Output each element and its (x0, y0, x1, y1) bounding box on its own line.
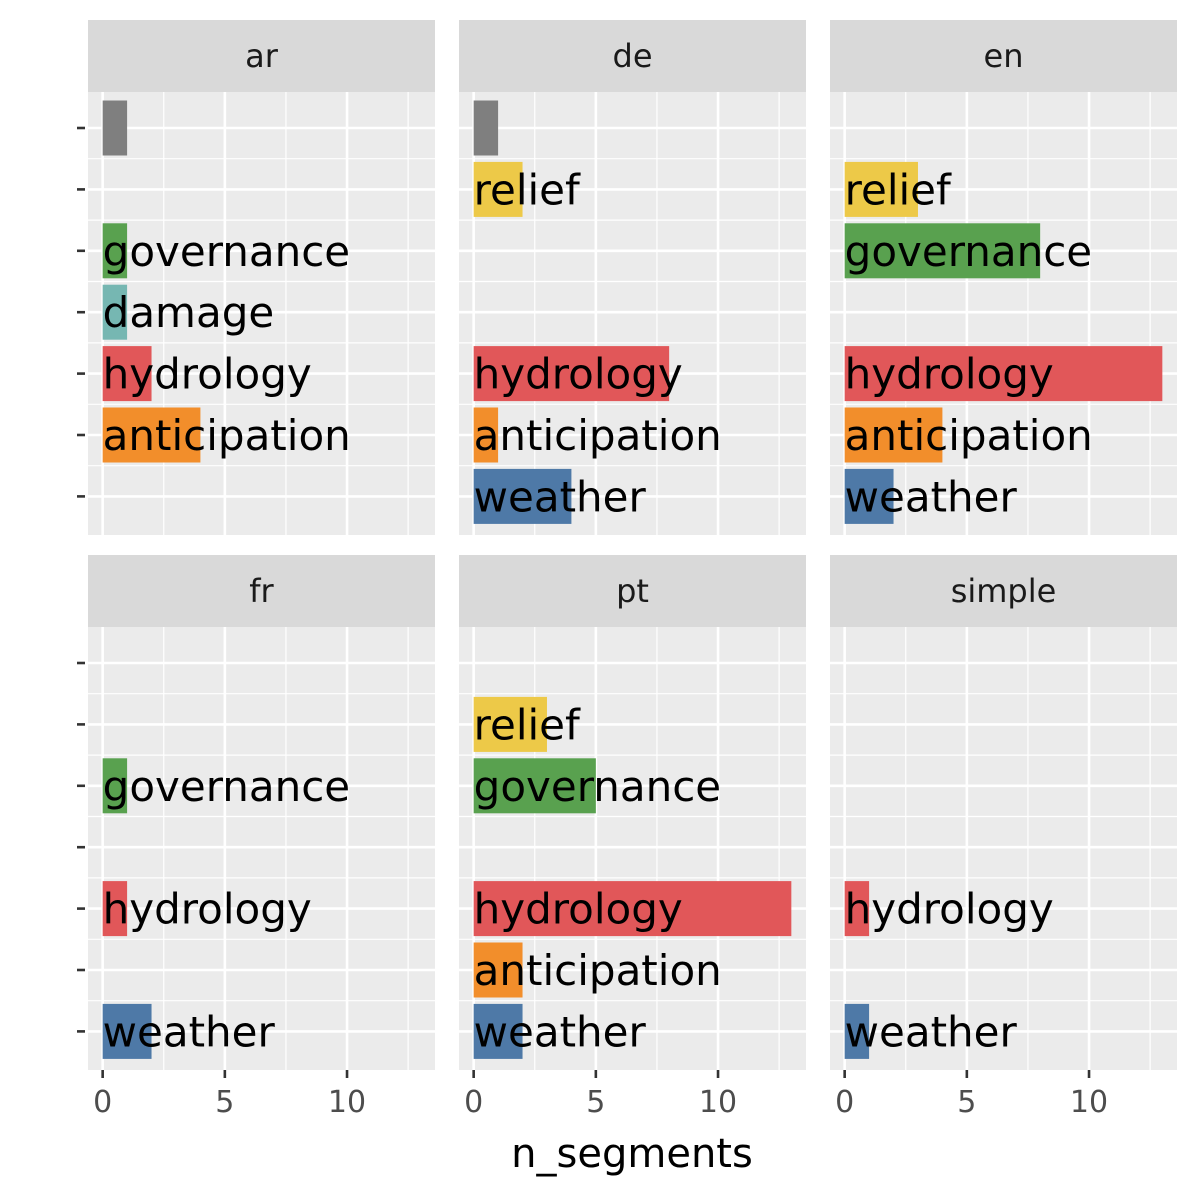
bar-label: governance (103, 762, 351, 811)
bar-damage (102, 284, 128, 340)
bar-label: weather (103, 1007, 276, 1056)
bar-label: damage (103, 288, 275, 337)
bar-label: anticipation (474, 411, 722, 460)
panel-de: de relief hydrology anticipation weather (459, 20, 806, 535)
bar-weather (844, 1003, 870, 1059)
bar-label: relief (474, 165, 581, 214)
bar-anticipation (102, 407, 201, 463)
bar-label: hydrology (474, 350, 683, 399)
bar-hydrology (473, 346, 670, 402)
bar-label: hydrology (103, 350, 312, 399)
x-tick-label: 5 (586, 1085, 605, 1120)
panels-layer: argovernancedamagehydrologyanticipationd… (77, 20, 1177, 1120)
x-tick-label: 5 (957, 1085, 976, 1120)
bar-unlabeled (473, 100, 499, 156)
bar-label: anticipation (474, 946, 722, 995)
bar-governance (102, 223, 128, 279)
bar-hydrology (473, 881, 792, 937)
bar-label: governance (103, 227, 351, 276)
facet-strip (88, 20, 435, 92)
bar-weather (473, 1003, 523, 1059)
bar-relief (473, 161, 523, 217)
panel-pt: pt relief governance hydrology anticipation w… (459, 555, 806, 1120)
bar-anticipation (844, 407, 943, 463)
bar-label: hydrology (845, 350, 1054, 399)
bar-label: hydrology (474, 885, 683, 934)
bar-weather (473, 468, 572, 524)
facet-label: ar (245, 37, 279, 75)
bar-label: weather (845, 1007, 1018, 1056)
panel-ar: ar governance damage hydrology anticipation (77, 20, 435, 535)
bar-label: weather (474, 1007, 647, 1056)
x-tick-label: 0 (464, 1085, 483, 1120)
bar-hydrology (102, 881, 128, 937)
facet-strip (830, 555, 1177, 627)
bar-hydrology (844, 881, 870, 937)
bar-label: anticipation (845, 411, 1093, 460)
x-tick-label: 10 (328, 1085, 366, 1120)
bar-anticipation (473, 942, 523, 998)
panel-fr: fr governance hydrology weather 0 5 10 (77, 555, 435, 1120)
x-tick-label: 0 (93, 1085, 112, 1120)
bar-label: governance (474, 762, 722, 811)
bar-label: weather (845, 472, 1018, 521)
facet-label: fr (249, 572, 274, 610)
bar-governance (102, 758, 128, 814)
x-tick-label: 0 (835, 1085, 854, 1120)
bar-label: anticipation (103, 411, 351, 460)
panel-simple: simple hydrology weather 0 5 10 (830, 555, 1177, 1120)
bar-label: weather (474, 472, 647, 521)
facet-label: en (984, 37, 1024, 75)
x-axis-title: n_segments (511, 1131, 753, 1177)
bar-label: hydrology (845, 885, 1054, 934)
x-tick-label: 10 (699, 1085, 737, 1120)
bar-label: relief (845, 165, 952, 214)
bar-unlabeled (102, 100, 128, 156)
x-tick-label: 10 (1070, 1085, 1108, 1120)
facet-strip (88, 555, 435, 627)
bar-governance (473, 758, 596, 814)
x-tick-label: 5 (215, 1085, 234, 1120)
facet-label: de (613, 37, 653, 75)
bar-anticipation (473, 407, 499, 463)
bar-label: governance (845, 227, 1093, 276)
facet-strip (459, 555, 806, 627)
bar-label: relief (474, 700, 581, 749)
panel-en: en relief governance hydrology anticipation w… (830, 20, 1177, 535)
bar-hydrology (844, 346, 1163, 402)
facet-strip (459, 20, 806, 92)
facet-strip (830, 20, 1177, 92)
bar-weather (844, 468, 894, 524)
bar-governance (844, 223, 1041, 279)
bar-relief (473, 696, 547, 752)
facet-label: simple (951, 572, 1057, 610)
bar-relief (844, 161, 918, 217)
bar-weather (102, 1003, 152, 1059)
facet-label: pt (616, 572, 649, 610)
bar-label: hydrology (103, 885, 312, 934)
bar-hydrology (102, 346, 152, 402)
